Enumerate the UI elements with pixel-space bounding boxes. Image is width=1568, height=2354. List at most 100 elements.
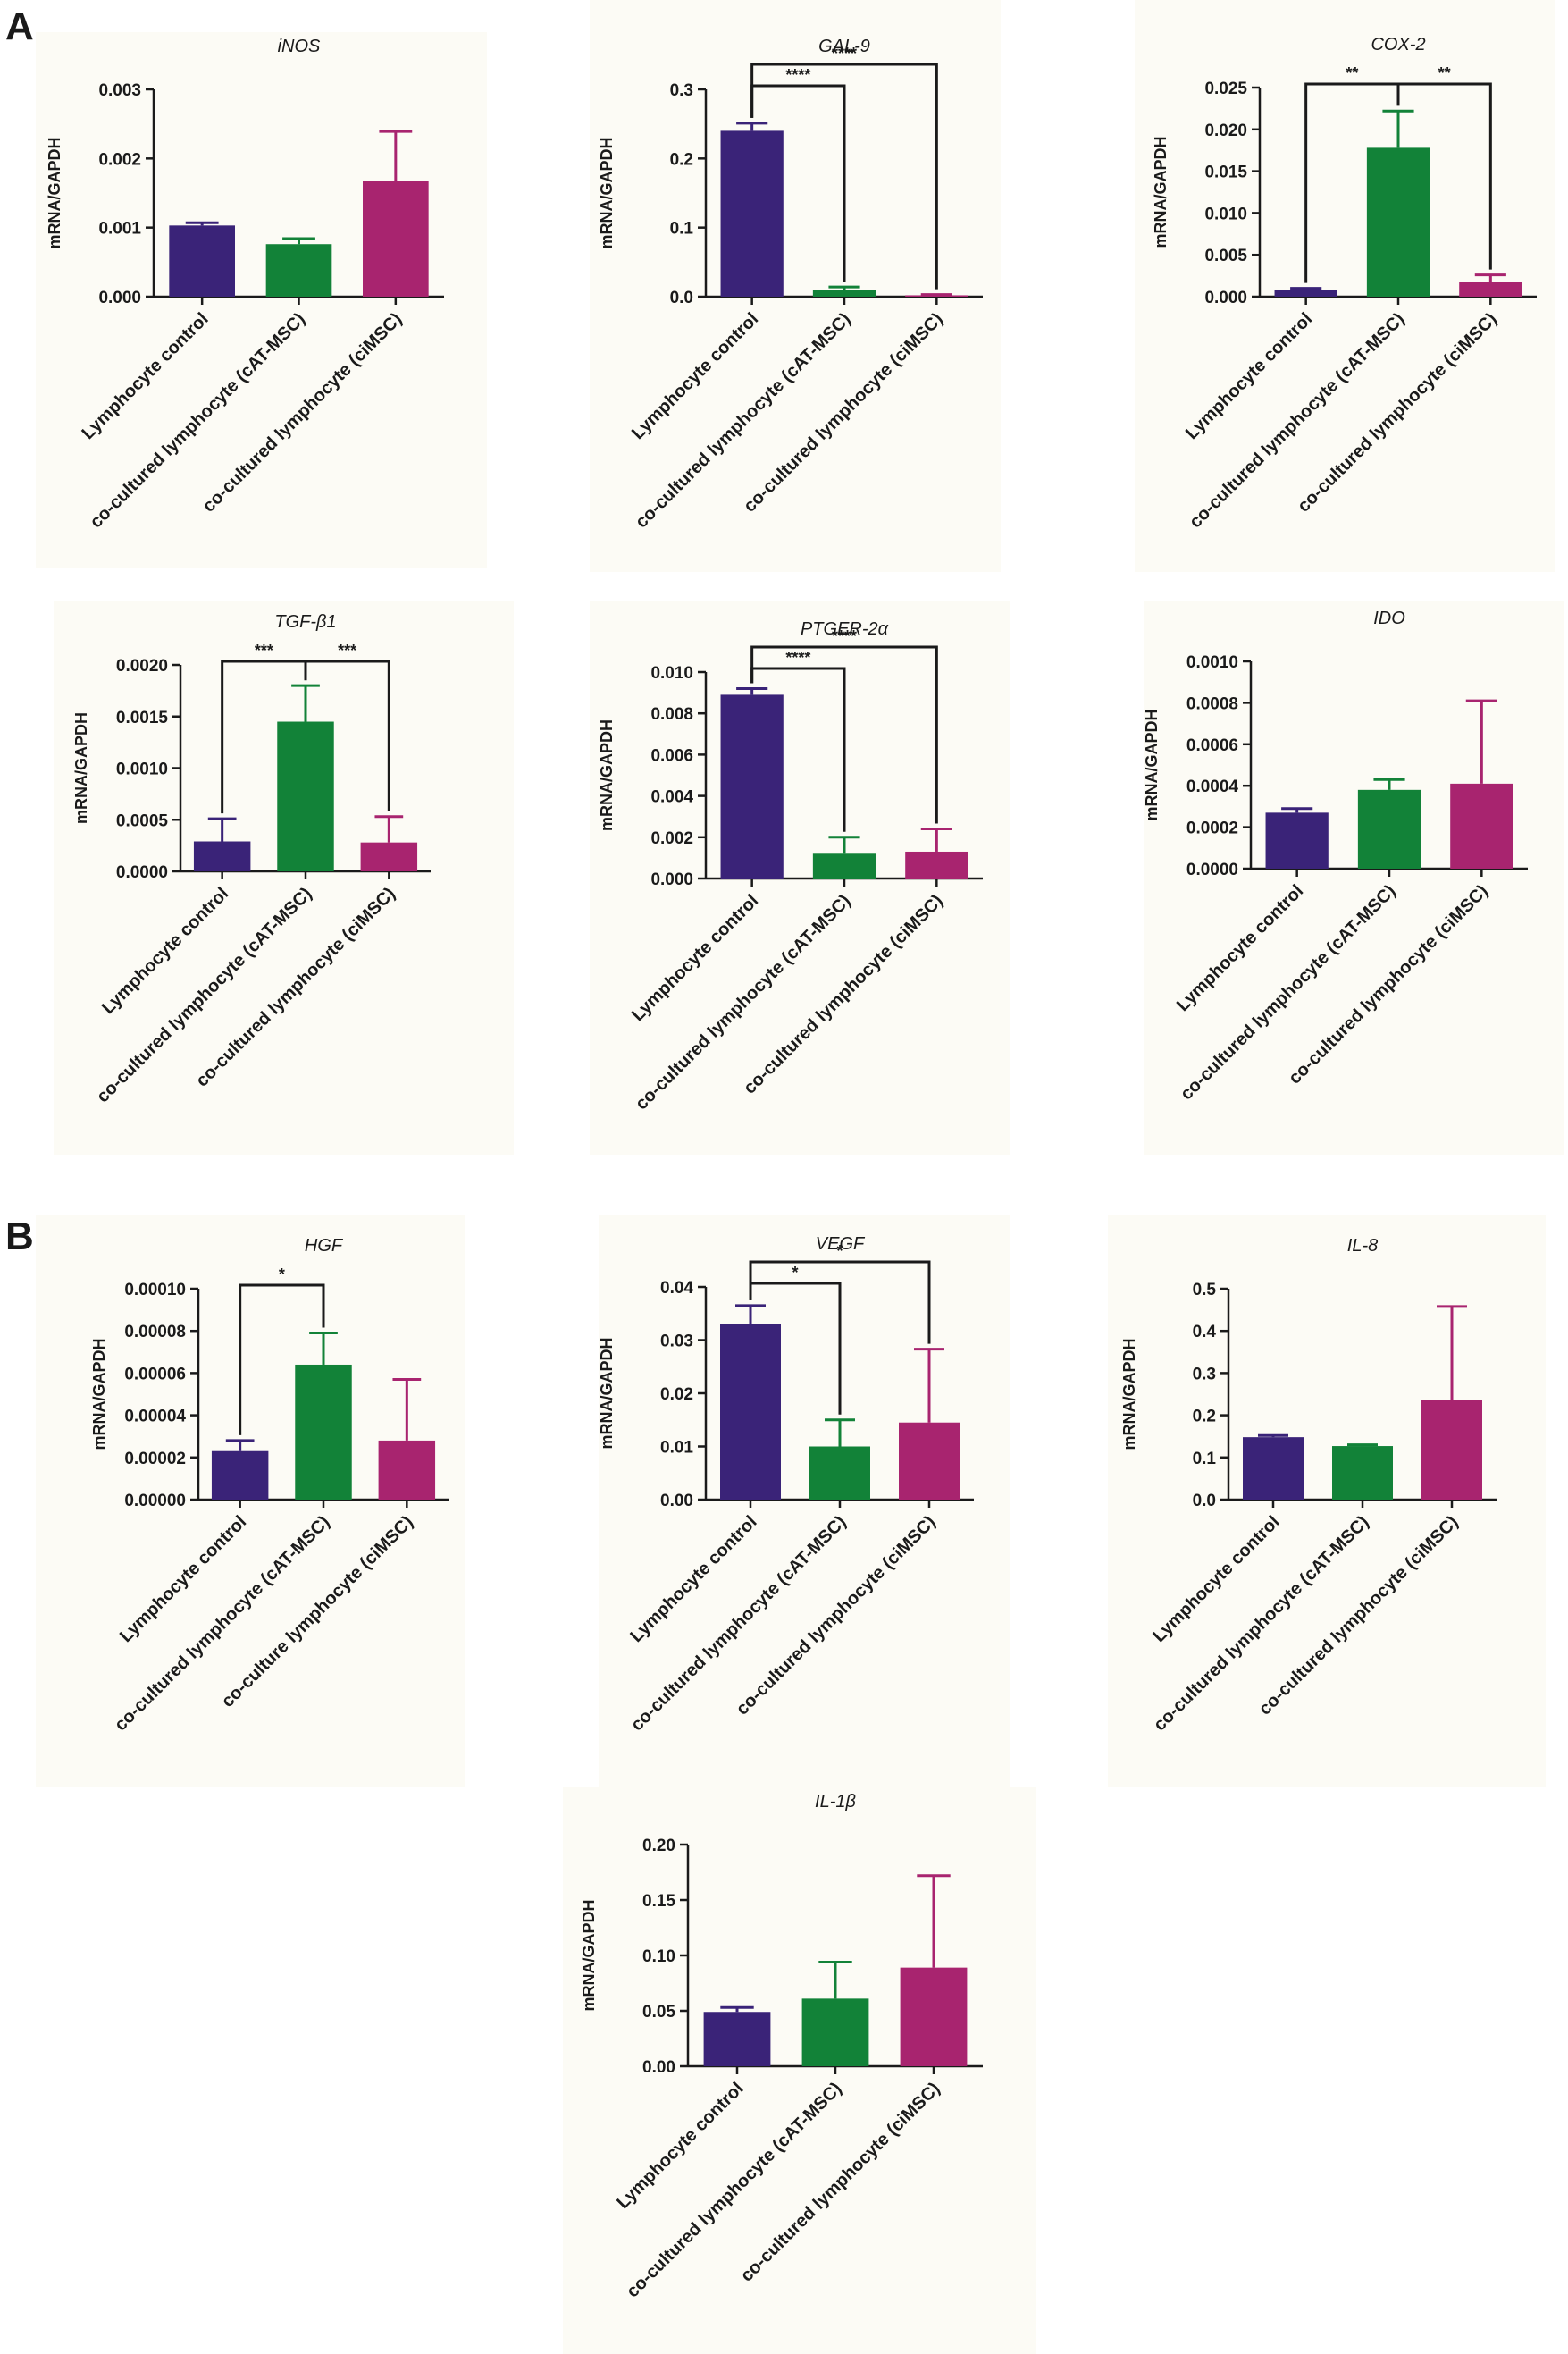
y-tick-label-il-1: 0.20: [642, 1837, 675, 1855]
y-axis-label-hgf: mRNA/GAPDH: [90, 1338, 108, 1450]
y-axis-label-il-1: mRNA/GAPDH: [580, 1899, 598, 2011]
significance-label-ptger-2-0: ****: [785, 649, 810, 667]
bar-gal-9-0: [720, 130, 784, 297]
bar-inos-1: [265, 244, 332, 297]
significance-label-tgf-1-1: ***: [338, 642, 356, 660]
y-tick-label-gal-9: 0.2: [670, 150, 693, 169]
bar-vegf-2: [899, 1422, 960, 1500]
bar-tgf-1-0: [193, 841, 251, 871]
bar-il-1-2: [900, 1967, 968, 2066]
y-tick-label-hgf: 0.00006: [124, 1365, 186, 1383]
significance-bracket-gal-9-1: [750, 63, 938, 290]
y-tick-label-il-8: 0.0: [1193, 1492, 1216, 1510]
y-tick-label-tgf-1: 0.0000: [116, 863, 168, 882]
bar-ptger-2-2: [905, 851, 968, 879]
bar-ido-2: [1450, 783, 1513, 869]
y-tick-label-vegf: 0.03: [660, 1333, 693, 1351]
y-tick-label-ido: 0.0006: [1186, 736, 1238, 755]
y-tick-label-ptger-2: 0.000: [650, 870, 693, 889]
bar-il-1-1: [801, 1998, 869, 2066]
bar-ido-1: [1357, 789, 1421, 869]
bar-cox-2-0: [1274, 290, 1337, 297]
y-tick-label-gal-9: 0.0: [670, 289, 693, 307]
y-tick-label-vegf: 0.01: [660, 1439, 693, 1458]
y-tick-label-cox-2: 0.015: [1204, 164, 1247, 182]
y-tick-label-il-8: 0.4: [1193, 1323, 1217, 1341]
y-tick-label-gal-9: 0.3: [670, 81, 693, 100]
bar-tgf-1-2: [360, 842, 418, 871]
chart-background-ido: [1144, 601, 1564, 1155]
y-tick-label-ptger-2: 0.004: [650, 788, 693, 807]
bar-il-8-2: [1421, 1400, 1482, 1500]
chart-title-tgf-1: TGF-β1: [274, 612, 336, 632]
y-tick-label-ptger-2: 0.006: [650, 746, 693, 765]
y-tick-label-vegf: 0.04: [660, 1279, 693, 1298]
y-tick-label-il-8: 0.5: [1193, 1281, 1217, 1299]
significance-label-tgf-1-0: ***: [255, 642, 273, 660]
y-tick-label-tgf-1: 0.0010: [116, 761, 168, 779]
y-axis-label-gal-9: mRNA/GAPDH: [598, 137, 616, 248]
y-tick-label-cox-2: 0.000: [1204, 289, 1247, 307]
bar-cox-2-2: [1459, 282, 1522, 297]
y-tick-label-tgf-1: 0.0015: [116, 709, 169, 727]
y-tick-label-cox-2: 0.025: [1204, 80, 1247, 98]
bar-tgf-1-1: [277, 721, 334, 871]
y-tick-label-ido: 0.0010: [1186, 653, 1238, 672]
significance-label-gal-9-1: ****: [832, 45, 857, 63]
y-tick-label-ido: 0.0008: [1186, 694, 1238, 713]
bar-hgf-1: [295, 1364, 352, 1500]
y-tick-label-tgf-1: 0.0020: [116, 657, 168, 676]
bar-gal-9-2: [905, 295, 968, 297]
y-axis-label-tgf-1: mRNA/GAPDH: [72, 712, 90, 824]
panel-letter-a: A: [5, 4, 34, 48]
bar-ptger-2-0: [720, 694, 784, 879]
chart-title-cox-2: COX-2: [1371, 35, 1425, 55]
bar-vegf-1: [809, 1446, 870, 1500]
y-tick-label-hgf: 0.00002: [124, 1450, 186, 1468]
y-tick-label-il-8: 0.3: [1193, 1365, 1216, 1383]
bar-cox-2-1: [1366, 147, 1430, 297]
chart-background-inos: [36, 32, 487, 568]
y-tick-label-ptger-2: 0.010: [650, 664, 693, 683]
chart-title-vegf: VEGF: [816, 1234, 866, 1254]
y-tick-label-ptger-2: 0.008: [650, 705, 693, 724]
bar-il-8-0: [1243, 1437, 1304, 1500]
significance-bracket-tgf-1-1: [304, 660, 390, 811]
significance-label-cox-2-1: **: [1438, 64, 1451, 82]
y-tick-label-hgf: 0.00004: [124, 1408, 186, 1426]
y-tick-label-ptger-2: 0.002: [650, 829, 693, 848]
chart-title-il-8: IL-8: [1347, 1236, 1378, 1256]
bar-inos-0: [169, 225, 235, 297]
y-tick-label-il-1: 0.10: [642, 1947, 675, 1966]
chart-title-inos: iNOS: [278, 37, 321, 56]
chart-background-il-1: [563, 1787, 1036, 2354]
y-tick-label-inos: 0.001: [98, 220, 141, 239]
y-axis-label-il-8: mRNA/GAPDH: [1120, 1338, 1138, 1450]
y-tick-label-il-1: 0.15: [642, 1892, 675, 1911]
y-tick-label-cox-2: 0.010: [1204, 205, 1247, 223]
significance-bracket-cox-2-1: [1396, 82, 1492, 270]
significance-label-ptger-2-1: ****: [832, 627, 857, 645]
bar-il-8-1: [1332, 1446, 1393, 1500]
chart-background-hgf: [36, 1215, 465, 1787]
y-tick-label-hgf: 0.00010: [124, 1281, 186, 1299]
y-tick-label-inos: 0.003: [98, 81, 141, 100]
y-tick-label-il-8: 0.2: [1193, 1408, 1216, 1426]
chart-background-il-8: [1108, 1215, 1546, 1787]
y-tick-label-inos: 0.000: [98, 289, 141, 307]
bar-hgf-2: [378, 1440, 436, 1500]
y-tick-label-il-1: 0.00: [642, 2058, 675, 2077]
y-tick-label-gal-9: 0.1: [670, 220, 694, 239]
chart-title-ptger-2: PTGER-2α: [801, 619, 889, 639]
chart-background-vegf: [599, 1215, 1010, 1787]
y-tick-label-ido: 0.0004: [1186, 778, 1239, 796]
significance-label-hgf-0: *: [279, 1265, 285, 1283]
y-tick-label-ido: 0.0002: [1186, 820, 1238, 838]
significance-label-gal-9-0: ****: [785, 66, 810, 84]
bar-hgf-0: [211, 1450, 269, 1500]
y-axis-label-vegf: mRNA/GAPDH: [598, 1337, 616, 1449]
y-tick-label-cox-2: 0.020: [1204, 122, 1247, 140]
chart-title-gal-9: GAL-9: [818, 37, 870, 56]
chart-title-il-1: IL-1β: [815, 1792, 856, 1812]
y-axis-label-ptger-2: mRNA/GAPDH: [598, 719, 616, 831]
